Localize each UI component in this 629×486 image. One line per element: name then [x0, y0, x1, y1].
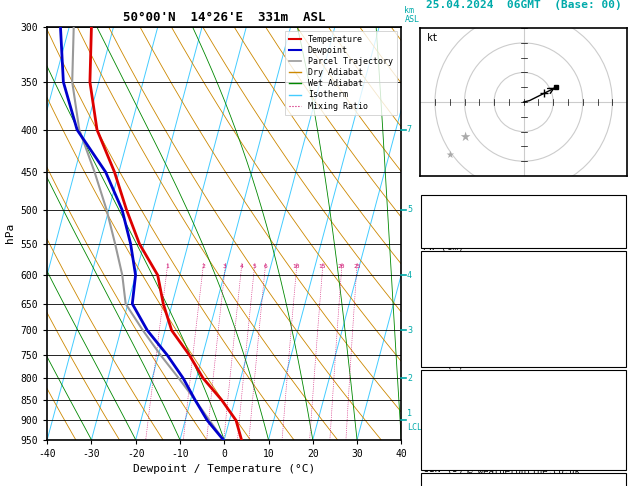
Legend: Temperature, Dewpoint, Parcel Trajectory, Dry Adiabat, Wet Adiabat, Isotherm, Mi: Temperature, Dewpoint, Parcel Trajectory… — [285, 31, 397, 115]
Text: PW (cm): PW (cm) — [423, 242, 464, 251]
Text: Lifted Index: Lifted Index — [423, 328, 493, 338]
Text: CIN (J): CIN (J) — [423, 463, 464, 473]
Text: 2: 2 — [201, 264, 204, 269]
Text: -0.2: -0.2 — [601, 296, 625, 306]
Text: ★: ★ — [445, 150, 454, 160]
Text: 25.04.2024  06GMT  (Base: 00): 25.04.2024 06GMT (Base: 00) — [426, 0, 621, 10]
Text: 290: 290 — [607, 312, 625, 322]
Text: 3.9: 3.9 — [607, 280, 625, 290]
Text: 1: 1 — [407, 409, 412, 418]
Text: 3: 3 — [619, 344, 625, 354]
Title: 50°00'N  14°26'E  331m  ASL: 50°00'N 14°26'E 331m ASL — [123, 11, 325, 24]
Text: 3: 3 — [407, 326, 412, 335]
Text: Totals Totals: Totals Totals — [423, 226, 499, 235]
Text: CAPE (J): CAPE (J) — [423, 344, 470, 354]
Text: 15: 15 — [319, 264, 326, 269]
Text: 1: 1 — [165, 264, 169, 269]
Text: Hodograph: Hodograph — [497, 478, 550, 486]
Text: 6: 6 — [263, 264, 267, 269]
Text: 10: 10 — [292, 264, 300, 269]
Text: 3: 3 — [223, 264, 227, 269]
Text: 5: 5 — [252, 264, 256, 269]
Text: CIN (J): CIN (J) — [423, 360, 464, 370]
Text: CAPE (J): CAPE (J) — [423, 447, 470, 457]
Text: 57: 57 — [613, 226, 625, 235]
Text: LCL: LCL — [407, 423, 422, 432]
Text: 700: 700 — [607, 399, 625, 409]
Text: Temp (°C): Temp (°C) — [423, 280, 476, 290]
Text: 5: 5 — [407, 205, 412, 214]
Text: 0: 0 — [619, 447, 625, 457]
Text: km
ASL: km ASL — [404, 6, 420, 24]
Text: 0: 0 — [619, 463, 625, 473]
Text: θₑ(K): θₑ(K) — [423, 312, 452, 322]
Text: 2: 2 — [407, 374, 412, 383]
Text: 7: 7 — [407, 125, 412, 134]
Text: 20: 20 — [338, 264, 345, 269]
Text: Most Unstable: Most Unstable — [486, 375, 562, 385]
X-axis label: Dewpoint / Temperature (°C): Dewpoint / Temperature (°C) — [133, 465, 315, 474]
Text: Pressure (mb): Pressure (mb) — [423, 399, 499, 409]
Text: © weatheronline.co.uk: © weatheronline.co.uk — [467, 467, 580, 476]
Y-axis label: hPa: hPa — [5, 223, 15, 243]
Text: 23: 23 — [613, 209, 625, 219]
Text: 3: 3 — [619, 328, 625, 338]
Text: Lifted Index: Lifted Index — [423, 431, 493, 441]
Text: 290: 290 — [607, 415, 625, 425]
Text: kt: kt — [426, 33, 438, 43]
Text: 4: 4 — [240, 264, 243, 269]
Text: Dewp (°C): Dewp (°C) — [423, 296, 476, 306]
Text: 4: 4 — [407, 271, 412, 279]
Text: 0.94: 0.94 — [601, 242, 625, 251]
Text: 25: 25 — [353, 264, 360, 269]
Text: K: K — [423, 209, 428, 219]
Text: Surface: Surface — [503, 256, 544, 266]
Text: 3: 3 — [619, 431, 625, 441]
Text: θₑ (K): θₑ (K) — [423, 415, 458, 425]
Text: ★: ★ — [459, 131, 470, 144]
Text: 0: 0 — [619, 360, 625, 370]
